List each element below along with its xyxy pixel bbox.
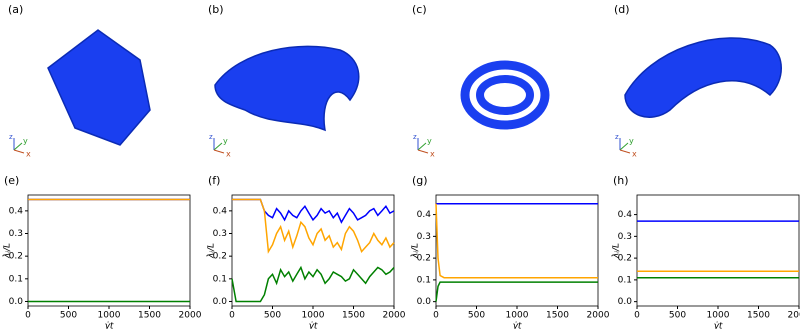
chart-label: (f)	[208, 174, 220, 187]
x-tick-label: 1000	[98, 311, 121, 321]
triad-axis	[213, 149, 225, 154]
y-tick-label: 0.2	[9, 252, 23, 262]
chart-label: (e)	[4, 174, 19, 187]
triad-label: z	[9, 133, 13, 141]
scroll-inner	[476, 75, 534, 115]
triad-label: y	[223, 137, 228, 146]
triad-axis	[417, 142, 427, 151]
y-axis-label: λᵢ/L	[207, 243, 217, 259]
y-tick-label: 0.1	[213, 274, 227, 284]
triad-label: y	[629, 137, 634, 146]
x-tick-label: 1500	[747, 311, 770, 321]
triad-axis	[417, 149, 429, 154]
y-axis-label: λᵢ/L	[411, 243, 421, 259]
x-tick-label: 0	[229, 311, 235, 321]
y-tick-label: 0.0	[213, 297, 228, 307]
scroll	[460, 60, 550, 130]
y-axis-label: λᵢ/L	[612, 243, 622, 259]
triad-label: z	[413, 133, 417, 141]
x-axis-label: γ̇t	[105, 322, 114, 329]
x-tick-label: 0	[634, 311, 640, 321]
sheet-crumpled	[214, 45, 360, 132]
y-tick-label: 0.4	[618, 210, 633, 220]
triad-axis	[619, 142, 629, 151]
series-line	[435, 203, 598, 279]
triad-axis	[619, 149, 631, 154]
y-tick-label: 0.4	[213, 206, 228, 216]
render-b	[214, 45, 360, 132]
panel-label: (a)	[8, 3, 23, 16]
y-tick-label: 0.3	[618, 232, 632, 242]
y-tick-label: 0.2	[213, 252, 227, 262]
render-c	[460, 60, 550, 130]
y-tick-label: 0.0	[618, 297, 633, 307]
triad-label: z	[209, 133, 213, 141]
triad-label: x	[430, 150, 435, 159]
x-tick-label: 1000	[707, 311, 730, 321]
x-axis-label: γ̇t	[513, 322, 522, 329]
chart-label: (h)	[613, 174, 629, 187]
x-tick-label: 2000	[587, 311, 610, 321]
x-tick-label: 2000	[788, 311, 800, 321]
x-tick-label: 1500	[342, 311, 365, 321]
y-tick-label: 0.1	[9, 274, 23, 284]
y-tick-label: 0.4	[417, 210, 432, 220]
y-tick-label: 0.3	[9, 229, 23, 239]
y-tick-label: 0.2	[417, 254, 431, 264]
panel-label: (d)	[614, 3, 630, 16]
y-tick-label: 0.4	[9, 206, 24, 216]
panel-label: (c)	[412, 3, 427, 16]
x-tick-label: 500	[264, 311, 281, 321]
x-tick-label: 500	[669, 311, 686, 321]
chart: (h) 0 500 1000 1500 2000 0.0 0.1 0.2 0.3 0.4 γ̇t λᵢ/…	[612, 174, 800, 329]
x-tick-label: 0	[433, 311, 439, 321]
triad-label: z	[615, 133, 619, 141]
x-tick-label: 1500	[138, 311, 161, 321]
chart: (f) 0 500 1000 1500 2000 0.0 0.1 0.2 0.3 0.4 γ̇t λᵢ/…	[207, 174, 406, 329]
sheet-flat	[47, 29, 151, 146]
y-tick-label: 0.0	[9, 297, 24, 307]
triad-axis	[13, 142, 23, 151]
y-tick-label: 0.1	[417, 275, 431, 285]
x-tick-label: 0	[25, 311, 31, 321]
triad-label: x	[632, 150, 637, 159]
x-tick-label: 1000	[506, 311, 529, 321]
chart: (g) 0 500 1000 1500 2000 0.0 0.1 0.2 0.3 0.4 γ̇t λᵢ/…	[411, 174, 610, 329]
x-tick-label: 2000	[179, 311, 202, 321]
y-tick-label: 0.3	[417, 232, 431, 242]
triad-label: y	[23, 137, 28, 146]
triad-label: y	[427, 137, 432, 146]
plot-frame	[27, 194, 191, 307]
plot-frame	[636, 194, 800, 307]
triad-label: x	[226, 150, 231, 159]
y-tick-label: 0.0	[417, 297, 432, 307]
y-tick-label: 0.2	[618, 254, 632, 264]
series-line	[435, 281, 598, 302]
x-axis-label: γ̇t	[714, 322, 723, 329]
render-a	[47, 29, 151, 146]
plot-frame	[435, 194, 599, 307]
x-tick-label: 1000	[302, 311, 325, 321]
triad-axis	[213, 142, 223, 151]
x-tick-label: 500	[468, 311, 485, 321]
x-tick-label: 1500	[546, 311, 569, 321]
series-line	[232, 198, 395, 254]
series-line	[231, 265, 395, 303]
y-tick-label: 0.1	[618, 275, 632, 285]
x-axis-label: γ̇t	[309, 322, 318, 329]
sheet-rolled	[624, 37, 782, 118]
triad-axis	[13, 149, 25, 154]
render-d	[624, 37, 782, 118]
chart-label: (g)	[412, 174, 428, 187]
x-tick-label: 2000	[383, 311, 406, 321]
triad-label: x	[26, 150, 31, 159]
y-axis-label: λᵢ/L	[3, 243, 13, 259]
panel-label: (b)	[208, 3, 224, 16]
chart: (e) 0 500 1000 1500 2000 0.0 0.1 0.2 0.3 0.4 γ̇t λᵢ/…	[3, 174, 202, 329]
x-tick-label: 500	[60, 311, 77, 321]
series-line	[232, 198, 395, 224]
y-tick-label: 0.3	[213, 229, 227, 239]
